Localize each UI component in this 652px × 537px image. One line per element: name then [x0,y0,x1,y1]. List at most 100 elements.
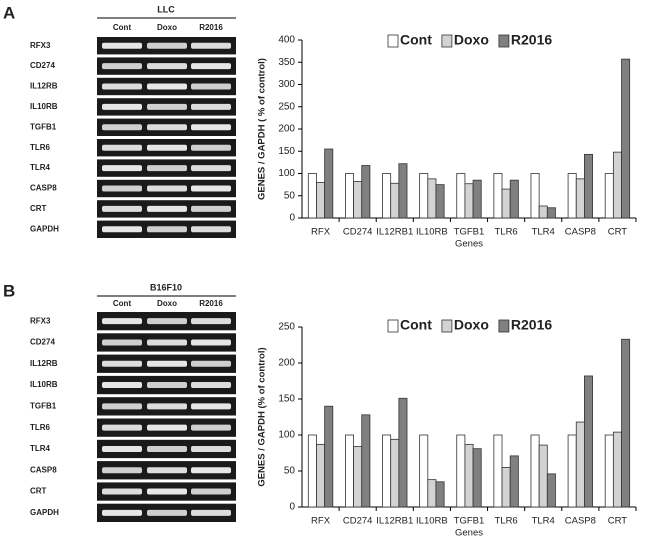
panel-letter: B [3,281,15,300]
gel-band [147,509,187,516]
lane-label: R2016 [199,299,223,308]
gel-band [102,488,142,495]
gel-band [102,467,142,474]
gene-label: TLR4 [30,163,51,172]
gel-band [147,165,187,172]
y-tick-label: 0 [289,213,295,224]
gel-band [191,467,231,474]
bar [353,181,363,219]
gel-band [102,63,142,70]
legend-label: Cont [400,317,432,333]
gel-band [102,424,142,431]
y-tick-label: 0 [289,502,295,513]
bar [567,434,577,508]
gel-band [191,185,231,192]
bar [435,184,445,219]
bar [419,173,429,219]
legend-swatch [498,34,510,48]
legend-swatch [441,34,453,48]
bar [530,434,540,508]
gel-band [147,339,187,346]
legend-label: R2016 [511,32,552,48]
bar [307,173,317,219]
panel-letter: A [3,3,15,22]
gel-band [191,83,231,90]
bar [390,438,400,508]
bar [353,446,363,508]
gel-band [147,467,187,474]
x-tick-label: TLR4 [532,227,555,238]
gel-band [147,360,187,367]
gel-band [191,103,231,110]
gene-label: IL12RB [30,359,58,368]
gel-band [191,488,231,495]
legend-swatch [387,319,399,333]
x-tick-label: CASP8 [565,227,596,238]
gene-label: GAPDH [30,508,59,517]
gel-band [191,226,231,233]
gene-label: CD274 [30,338,55,347]
bar [509,455,519,508]
gene-label: TGFB1 [30,122,57,131]
gel-band [191,144,231,151]
legend-swatch [387,34,399,48]
gel-band [147,83,187,90]
gel-band [191,205,231,212]
y-tick-label: 150 [278,394,295,405]
bar [361,414,371,508]
gel-title: B16F10 [150,282,182,292]
gel-band [102,339,142,346]
gene-label: TLR6 [30,143,51,152]
gel-band [147,185,187,192]
bar [427,178,437,219]
y-tick-label: 50 [284,190,296,201]
gel-band [191,360,231,367]
gene-label: TLR6 [30,423,51,432]
gel-band [102,42,142,49]
gel-band [102,185,142,192]
y-tick-label: 50 [284,466,296,477]
bar [427,479,437,508]
gel-band [147,63,187,70]
bar [493,434,503,508]
gene-label: CASP8 [30,465,57,474]
gel-band [191,339,231,346]
y-tick-label: 300 [278,79,295,90]
gel-band [147,488,187,495]
bar [390,182,400,219]
legend-swatch [441,319,453,333]
bar [361,165,371,219]
bar [456,173,466,219]
gene-label: RFX3 [30,316,51,325]
gel-band [102,360,142,367]
gel-title: LLC [157,4,175,14]
bar [509,179,519,219]
gel-band [191,403,231,410]
bar [316,443,326,508]
y-tick-label: 400 [278,35,295,46]
gel-band [147,318,187,325]
bar [621,58,631,219]
bar [316,181,326,219]
y-tick-label: 100 [278,430,295,441]
gel-band [102,144,142,151]
bar [584,375,593,508]
bar [472,179,482,219]
gel-band [191,165,231,172]
bar [307,434,317,508]
bar [575,421,585,508]
bar [345,173,354,219]
gel-band [147,124,187,131]
bar [538,444,548,508]
legend-label: R2016 [511,317,552,333]
gel-band [191,509,231,516]
gel-band [147,42,187,49]
bar [538,205,548,219]
gel-band [147,205,187,212]
lane-label: R2016 [199,23,223,32]
bar [604,434,614,508]
gene-label: TLR4 [30,444,51,453]
bar [345,434,354,508]
gene-label: TGFB1 [30,401,57,410]
gel-band [102,445,142,452]
